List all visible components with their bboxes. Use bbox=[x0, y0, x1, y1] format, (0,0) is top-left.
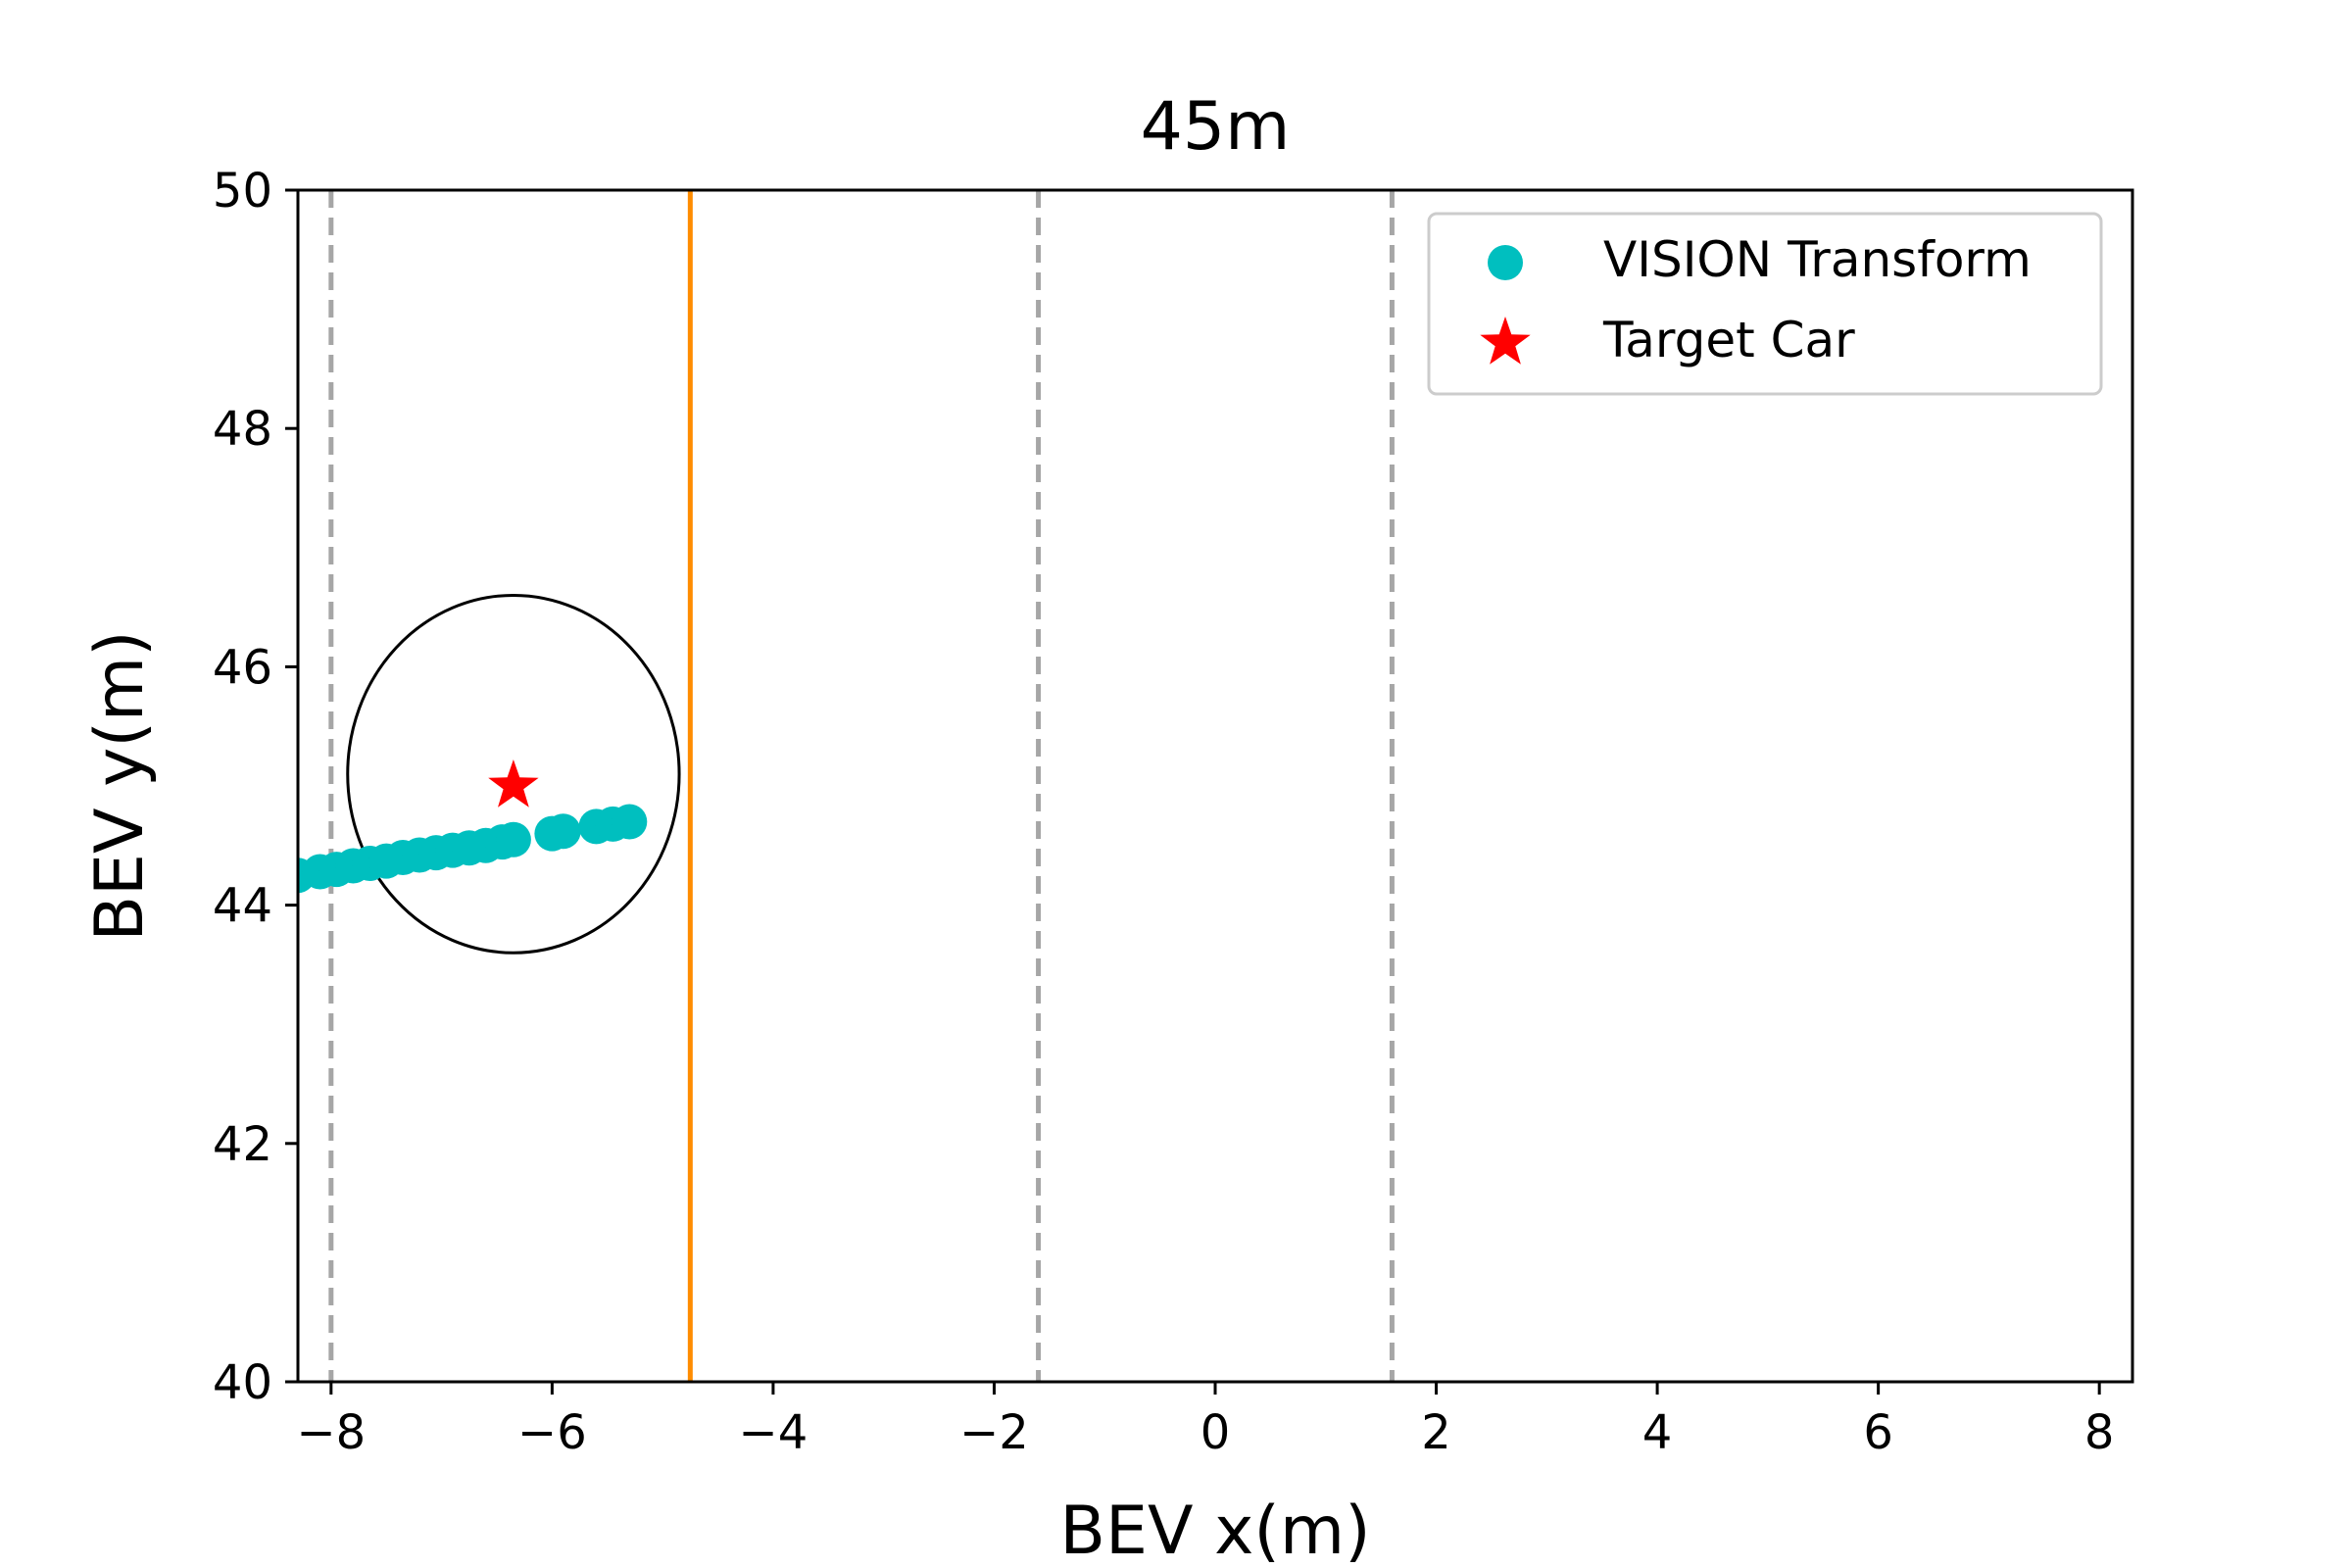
y-tick-label-5: 50 bbox=[213, 164, 272, 219]
uncertainty-ellipse bbox=[346, 593, 681, 955]
x-tick-label-7: 6 bbox=[1863, 1405, 1893, 1460]
y-tick-label-0: 40 bbox=[213, 1355, 272, 1410]
legend-star-marker-icon bbox=[1480, 317, 1531, 365]
target-car-point bbox=[488, 760, 539, 808]
y-tick-label-2: 44 bbox=[213, 879, 272, 934]
x-tick-label-3: −2 bbox=[959, 1405, 1029, 1460]
y-tick-label-3: 46 bbox=[213, 640, 272, 695]
legend-label-vision-transform: VISION Transform bbox=[1603, 231, 2032, 288]
y-axis-label: BEV y(m) bbox=[81, 630, 159, 941]
x-tick-label-1: −6 bbox=[517, 1405, 587, 1460]
data-series bbox=[298, 760, 648, 894]
legend: VISION Transform Target Car bbox=[1427, 212, 2103, 396]
vision-transform-point-18 bbox=[612, 804, 648, 840]
x-tick-label-5: 2 bbox=[1421, 1405, 1451, 1460]
x-tick-label-4: 0 bbox=[1200, 1405, 1231, 1460]
x-tick-label-0: −8 bbox=[296, 1405, 366, 1460]
y-tick-label-4: 48 bbox=[213, 402, 272, 457]
legend-circle-marker-icon bbox=[1488, 245, 1523, 280]
legend-label-target-car: Target Car bbox=[1602, 312, 1855, 368]
chart-title: 45m bbox=[1141, 88, 1291, 166]
x-tick-label-6: 4 bbox=[1642, 1405, 1673, 1460]
uncertainty-ellipse-layer bbox=[346, 593, 681, 955]
x-tick-label-2: −4 bbox=[739, 1405, 808, 1460]
legend-frame bbox=[1427, 212, 2103, 396]
vision-transform-point-13 bbox=[495, 821, 531, 858]
vision-transform-point-15 bbox=[545, 813, 581, 850]
x-tick-label-8: 8 bbox=[2084, 1405, 2115, 1460]
reference-lines bbox=[328, 190, 1395, 1382]
x-axis-label: BEV x(m) bbox=[1059, 1493, 1370, 1568]
y-tick-label-1: 42 bbox=[213, 1117, 272, 1172]
